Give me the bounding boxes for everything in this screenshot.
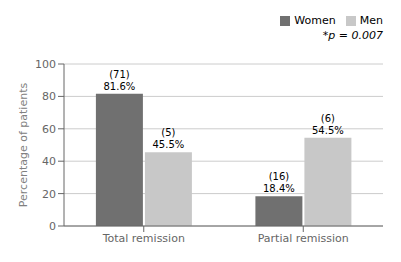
- html-text:Women: Women: [294, 14, 336, 27]
- svg-text:(71): (71): [109, 69, 130, 80]
- svg-text:80: 80: [42, 90, 56, 103]
- svg-text:0: 0: [49, 220, 56, 233]
- svg-text:18.4%: 18.4%: [263, 183, 295, 194]
- svg-text:Percentage of patients: Percentage of patients: [17, 83, 30, 208]
- svg-text:60: 60: [42, 123, 56, 136]
- svg-text:Partial remission: Partial remission: [258, 232, 349, 245]
- svg-text:45.5%: 45.5%: [153, 139, 185, 150]
- svg-text:40: 40: [42, 155, 56, 168]
- svg-text:(5): (5): [161, 127, 175, 138]
- svg-text:54.5%: 54.5%: [312, 125, 344, 136]
- svg-text:100: 100: [35, 58, 56, 71]
- svg-text:Total remission: Total remission: [102, 232, 185, 245]
- svg-text:81.6%: 81.6%: [104, 81, 136, 92]
- svg-text:(16): (16): [269, 171, 290, 182]
- svg-text:20: 20: [42, 188, 56, 201]
- html-text:Men: Men: [359, 14, 383, 27]
- html-text:*p = 0.007: *p = 0.007: [322, 29, 383, 42]
- svg-text:(6): (6): [321, 113, 335, 124]
